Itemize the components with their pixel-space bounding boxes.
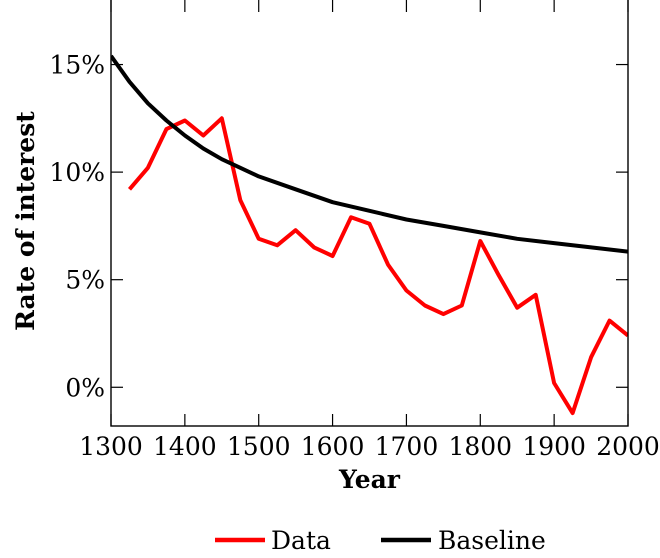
x-axis-title: Year [338,465,401,494]
series-line-data [127,116,628,416]
plot-frame [110,0,629,427]
x-tick-label: 2000 [596,432,660,461]
x-tick-label: 1400 [153,432,217,461]
y-tick-label: 10% [49,158,105,187]
legend-label-data: Data [271,526,331,555]
legend-label-baseline: Baseline [438,526,546,555]
x-tick-label: 1900 [522,432,586,461]
x-tick-label: 1700 [375,432,439,461]
x-tick-label: 1500 [227,432,291,461]
series-layer [111,54,628,416]
ticks-layer: 1300 1400 1500 1600 1700 1800 1900 2000 0% 5% 10% 1… [49,0,660,461]
legend: Data Baseline [215,526,546,555]
y-tick-label: 15% [49,51,105,80]
x-tick-label: 1600 [301,432,365,461]
y-tick-label: 5% [65,266,105,295]
x-tick-label: 1300 [79,432,143,461]
series-line-baseline [111,54,628,254]
x-tick-label: 1800 [448,432,512,461]
y-tick-label: 0% [65,373,105,402]
y-axis-title: Rate of interest [11,111,40,331]
